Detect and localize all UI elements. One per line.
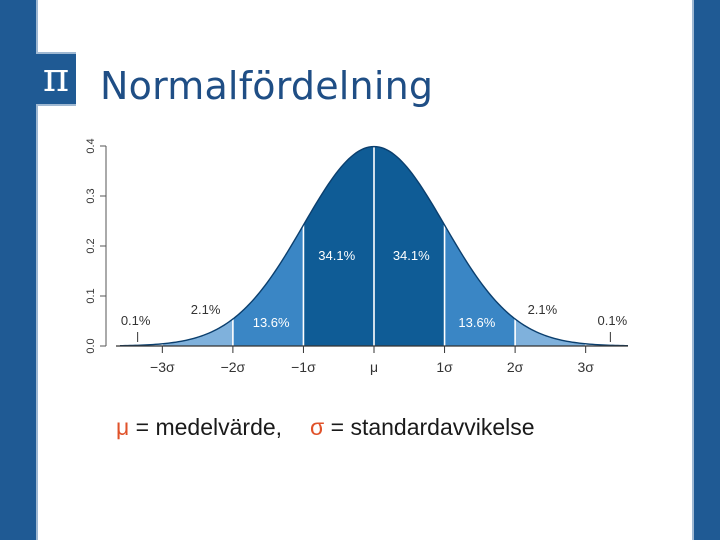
sigma-definition: = standardavvikelse — [324, 414, 535, 440]
lines-layer — [119, 145, 629, 347]
density-curve — [119, 145, 629, 347]
y-tick-label-3: 0.3 — [85, 188, 97, 203]
x-tick-label-1: −2σ — [221, 359, 246, 375]
x-tick-label-6: 3σ — [577, 359, 594, 375]
region-label-5: 2.1% — [528, 302, 558, 317]
left-accent-band — [0, 0, 36, 540]
pi-glyph: π — [42, 55, 70, 101]
y-tick-label-1: 0.1 — [85, 288, 97, 303]
labels-layer: 2.1% 13.6% 34.1% 34.1% 13.6% 2.1% 0.1% 0.1% — [121, 248, 628, 342]
x-tick-label-0: −3σ — [150, 359, 175, 375]
region-3 — [374, 146, 445, 346]
region-label-1: 13.6% — [253, 315, 290, 330]
right-accent-band — [694, 0, 720, 540]
y-tick-label-2: 0.2 — [85, 238, 97, 253]
region-2 — [303, 146, 374, 346]
region-label-3: 34.1% — [393, 248, 430, 263]
pi-icon: π — [36, 52, 76, 106]
slide-title: Normalfördelning — [100, 64, 434, 108]
tail-label-right: 0.1% — [598, 313, 628, 328]
normal-distribution-chart: 0.0 0.1 0.2 0.3 0.4 −3σ −2σ −1σ μ 1σ 2σ 3σ 2.1% 13.6… — [85, 138, 629, 375]
y-tick-label-0: 0.0 — [85, 338, 97, 353]
region-label-0: 2.1% — [191, 302, 221, 317]
x-tick-label-3: μ — [370, 359, 378, 375]
region-5 — [515, 319, 586, 346]
mu-definition: = medelvärde, — [129, 414, 283, 440]
left-accent-rule — [36, 0, 38, 540]
sigma-symbol: σ — [310, 414, 325, 440]
region-label-4: 13.6% — [458, 315, 495, 330]
region-0 — [162, 319, 233, 346]
axes-layer: 0.0 0.1 0.2 0.3 0.4 −3σ −2σ −1σ μ 1σ 2σ 3σ — [85, 138, 628, 375]
x-tick-label-2: −1σ — [291, 359, 316, 375]
x-tick-label-4: 1σ — [436, 359, 453, 375]
caption: μ = medelvärde, σ = standardavvikelse — [116, 414, 535, 441]
region-label-2: 34.1% — [318, 248, 355, 263]
mu-symbol: μ — [116, 414, 130, 440]
x-tick-label-5: 2σ — [507, 359, 524, 375]
right-accent-rule — [692, 0, 694, 540]
tail-label-left: 0.1% — [121, 313, 151, 328]
y-tick-label-4: 0.4 — [85, 138, 97, 153]
